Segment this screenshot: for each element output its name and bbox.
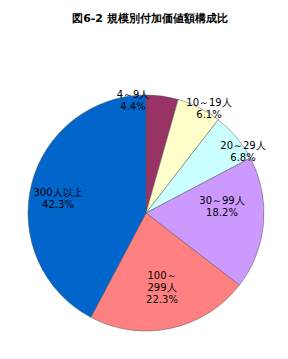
pie: [28, 95, 264, 331]
data-label: 18.2%: [206, 207, 238, 218]
chart: 図6-2 規模別付加価値額構成比 4～9人4.4% 10～19人6.1% 20～29人…: [0, 0, 288, 359]
pie-slice: [28, 95, 146, 317]
category-label: 20～29人: [220, 140, 265, 151]
category-label: 10～19人: [186, 97, 231, 108]
data-label: 4.4%: [120, 101, 145, 112]
category-label: 4～9人: [117, 89, 150, 100]
category-label: 300人以上: [33, 187, 82, 198]
category-label: 100～299人: [147, 270, 176, 293]
category-label: 30～99人: [199, 195, 244, 206]
data-label: 6.1%: [196, 109, 221, 120]
data-label: 42.3%: [42, 199, 74, 210]
data-label: 22.3%: [146, 294, 178, 305]
data-label: 6.8%: [230, 152, 255, 163]
chart-title: 図6-2 規模別付加価値額構成比: [72, 12, 228, 25]
